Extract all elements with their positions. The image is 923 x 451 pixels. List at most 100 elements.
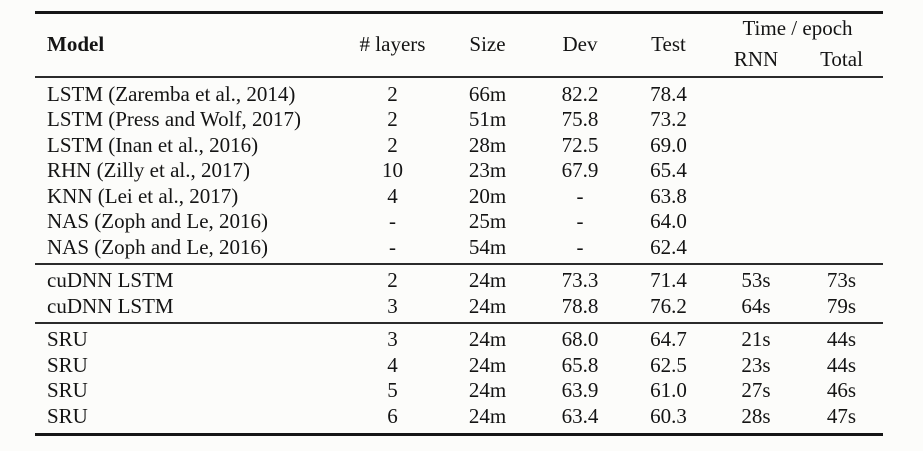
table-header: Model # layers Size Dev Test Time / epoc… (35, 13, 883, 77)
cell-size: 24m (468, 403, 507, 428)
table-row: LSTM (Press and Wolf, 2017) 2 51m 75.8 73.2 (35, 107, 883, 133)
header-row-2: RNN Total (35, 44, 883, 77)
cell-layers: 4 (387, 183, 398, 208)
cell-model: KNN (Lei et al., 2017) (47, 183, 239, 208)
cell-total (800, 235, 883, 265)
cell-dev: 67.9 (561, 158, 599, 182)
table-row: NAS (Zoph and Le, 2016) - 54m - 62.4 (35, 235, 883, 265)
cell-dev: 68.0 (535, 322, 625, 353)
col-header-dev: Dev (562, 32, 598, 57)
cell-size: 23m (468, 158, 507, 182)
cell-total (800, 77, 883, 108)
cell-size: 66m (468, 81, 507, 106)
cell-dev: - (576, 209, 584, 233)
cell-rnn (712, 107, 800, 133)
cell-size: 20m (468, 183, 507, 208)
cell-rnn (712, 235, 800, 265)
cell-model: cuDNN LSTM (47, 293, 174, 318)
cell-dev: - (576, 183, 584, 208)
table-row: SRU 6 24m 63.4 60.3 28s 47s (35, 404, 883, 435)
cell-rnn (712, 158, 800, 184)
table-row: NAS (Zoph and Le, 2016) - 25m - 64.0 (35, 209, 883, 235)
cell-rnn: 21s (712, 322, 800, 353)
cell-test: 73.2 (650, 107, 687, 131)
cell-test: 71.4 (625, 263, 712, 294)
table-row: LSTM (Zaremba et al., 2014) 2 66m 82.2 78.4 (35, 77, 883, 108)
col-header-rnn: RNN (733, 47, 779, 71)
cell-dev: - (576, 234, 584, 259)
cell-layers: 2 (387, 132, 398, 157)
cell-model: SRU (35, 322, 345, 353)
cell-size: 24m (440, 322, 535, 353)
cell-dev: 72.5 (561, 132, 599, 157)
cell-model: NAS (Zoph and Le, 2016) (47, 209, 269, 233)
cell-layers: - (389, 209, 396, 233)
cell-model: cuDNN LSTM (35, 263, 345, 294)
cell-model: NAS (Zoph and Le, 2016) (47, 234, 269, 259)
cell-test: 60.3 (650, 403, 687, 428)
cell-test: 62.4 (650, 234, 687, 259)
table-row: RHN (Zilly et al., 2017) 10 23m 67.9 65.4 (35, 158, 883, 184)
cell-size: 24m (440, 263, 535, 294)
cell-total: 79s (826, 293, 857, 318)
cell-test: 61.0 (650, 378, 687, 402)
col-header-size: Size (469, 32, 506, 57)
cell-test: 64.7 (625, 322, 712, 353)
cell-test: 63.8 (650, 183, 687, 208)
cell-dev: 73.3 (535, 263, 625, 294)
cell-size: 24m (468, 352, 507, 377)
table-body: LSTM (Zaremba et al., 2014) 2 66m 82.2 78.4 L… (35, 77, 883, 435)
cell-dev: 65.8 (561, 352, 599, 377)
cell-test: 69.0 (650, 132, 687, 157)
cell-total: 44s (800, 322, 883, 353)
cell-layers: 4 (387, 352, 398, 377)
cell-rnn: 53s (712, 263, 800, 294)
cell-layers: 3 (345, 322, 440, 353)
cell-size: 24m (468, 378, 507, 402)
cell-layers: 2 (387, 107, 398, 131)
col-header-total: Total (820, 47, 863, 71)
col-header-layers: # layers (359, 32, 426, 57)
cell-total: 46s (826, 378, 857, 402)
cell-total (800, 158, 883, 184)
cell-test: 62.5 (650, 352, 687, 377)
cell-rnn (712, 209, 800, 235)
cell-layers: 5 (387, 378, 398, 402)
cell-total (800, 133, 883, 159)
table-row: KNN (Lei et al., 2017) 4 20m - 63.8 (35, 184, 883, 210)
cell-dev: 82.2 (561, 81, 599, 106)
col-header-test: Test (651, 32, 686, 57)
table-row: cuDNN LSTM 3 24m 78.8 76.2 64s 79s (35, 294, 883, 324)
cell-model: RHN (Zilly et al., 2017) (47, 158, 250, 182)
cell-total: 47s (826, 403, 857, 428)
cell-model: SRU (47, 378, 88, 402)
cell-test: 65.4 (650, 158, 687, 182)
cell-model: LSTM (Zaremba et al., 2014) (47, 81, 296, 106)
cell-test: 78.4 (650, 81, 687, 106)
cell-rnn: 27s (741, 378, 771, 402)
cell-size: 24m (468, 293, 507, 318)
cell-dev: 78.8 (561, 293, 599, 318)
col-header-model: Model (47, 32, 105, 57)
cell-test: 76.2 (650, 293, 687, 318)
cell-size: 28m (468, 132, 507, 157)
cell-total: 73s (800, 263, 883, 294)
col-header-time-epoch: Time / epoch (742, 16, 853, 41)
cell-size: 51m (468, 107, 507, 131)
cell-model: LSTM (Inan et al., 2016) (47, 132, 259, 157)
cell-rnn (712, 184, 800, 210)
cell-dev: 75.8 (561, 107, 599, 131)
cell-layers: 2 (345, 263, 440, 294)
cell-total: 44s (826, 352, 857, 377)
cell-layers: 10 (382, 158, 403, 182)
cell-size: 54m (468, 234, 507, 259)
cell-layers: 6 (387, 403, 398, 428)
cell-model: SRU (47, 403, 88, 428)
cell-rnn: 64s (741, 293, 771, 318)
cell-total (800, 107, 883, 133)
cell-size: 25m (468, 209, 507, 233)
cell-rnn (712, 77, 800, 108)
table-row: cuDNN LSTM 2 24m 73.3 71.4 53s 73s (35, 263, 883, 294)
header-row-1: Model # layers Size Dev Test Time / epoc… (35, 13, 883, 56)
